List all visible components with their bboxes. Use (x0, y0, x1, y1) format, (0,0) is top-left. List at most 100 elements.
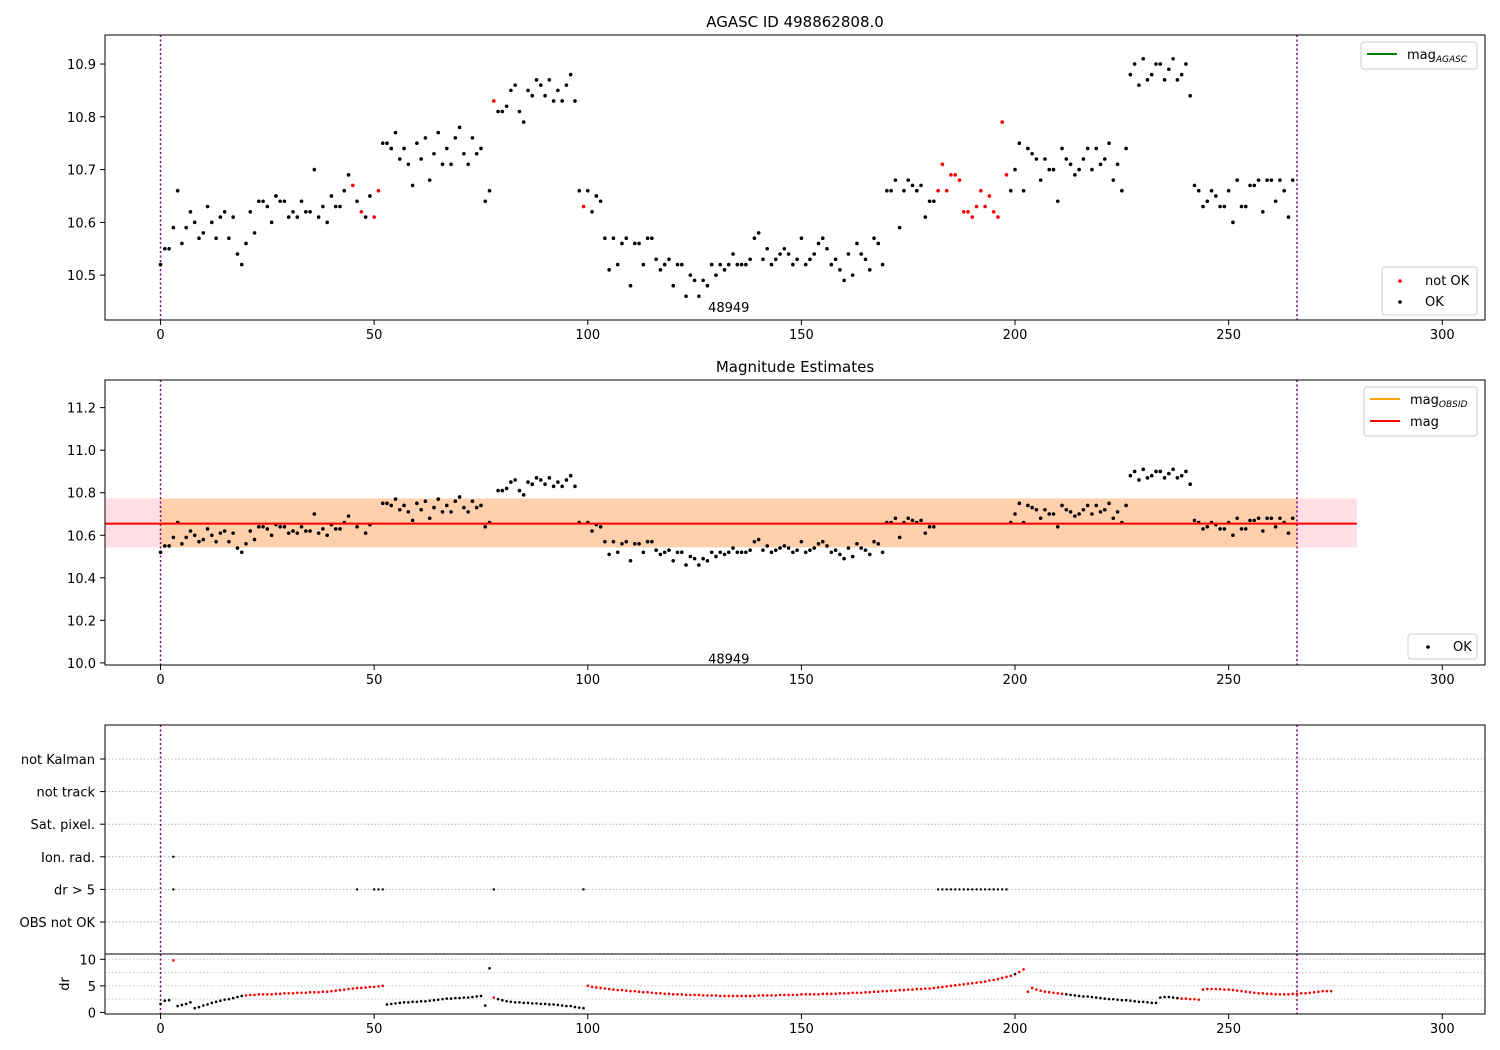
ok-point (517, 109, 522, 114)
dr-flagged-point (1210, 987, 1213, 991)
ok-point (299, 199, 304, 204)
ok-point (1154, 469, 1158, 474)
ok-point (530, 482, 535, 487)
dr-flagged-point (364, 986, 367, 989)
dr-flagged-point (872, 990, 876, 993)
magnitude-panel-marks (105, 380, 1357, 665)
dr-flagged-point (1227, 988, 1230, 991)
ok-point (1051, 167, 1056, 172)
ok-point (1081, 157, 1086, 161)
dr-flagged-point (958, 983, 961, 987)
ok-point (538, 478, 543, 482)
ok-point (333, 527, 338, 531)
ok-point (436, 497, 441, 501)
dr-ok-point (1069, 993, 1072, 997)
dr-ok-point (518, 1001, 521, 1004)
ok-point (201, 231, 206, 235)
ok-point (872, 539, 876, 544)
ok-point (1060, 146, 1064, 151)
ok-point (1269, 178, 1274, 182)
dr-ok-point (582, 1006, 585, 1010)
dr-flagged-point (949, 984, 953, 988)
dr-ok-point (445, 997, 449, 1000)
ok-point (163, 544, 167, 548)
ok-point (423, 499, 428, 504)
dr-ok-point (1086, 995, 1089, 998)
ok-point (701, 278, 705, 283)
ok-point (227, 539, 231, 544)
y-tick-label: 10.7 (67, 164, 96, 179)
dr5-flag-point (954, 888, 957, 891)
ok-point (167, 544, 171, 548)
ok-point (158, 262, 163, 267)
dr-flagged-point (300, 991, 303, 995)
dr-flagged-point (642, 990, 645, 994)
ok-point (560, 99, 564, 103)
ok-point (1269, 516, 1274, 521)
dr-flagged-point (646, 990, 649, 994)
ok-point (1145, 476, 1150, 480)
ok-point (615, 262, 620, 267)
dr-flagged-point (834, 992, 837, 996)
ok-point (778, 546, 782, 550)
ok-point (504, 104, 509, 109)
ok-point (239, 262, 244, 267)
dr5-flag-point (962, 888, 965, 891)
ok-point (1175, 476, 1180, 480)
dr-flagged-point (261, 993, 265, 996)
not-ok-point (372, 215, 376, 219)
ok-point (679, 550, 684, 555)
ok-point (791, 262, 795, 267)
ok-point (419, 507, 423, 512)
ok-point (363, 215, 368, 219)
ok-point (773, 257, 778, 262)
ok-point (1243, 204, 1248, 209)
ok-point (1239, 204, 1244, 209)
ok-point (1128, 72, 1133, 77)
ok-point (838, 552, 842, 557)
ok-point (932, 199, 936, 204)
dr-ok-point (530, 1002, 534, 1005)
ok-point (526, 88, 530, 93)
agasc-panel-frame (104, 34, 1486, 321)
ok-point (932, 524, 936, 529)
dr-flagged-point (283, 991, 286, 995)
ok-point (799, 236, 804, 240)
ok-point (1196, 188, 1201, 193)
ok-point (1256, 516, 1261, 521)
ok-point (312, 512, 317, 516)
dr-ok-point (424, 999, 427, 1003)
x-tick-label: 0 (156, 673, 164, 688)
dr5-flag-point (941, 888, 944, 891)
dr-flagged-point (381, 984, 385, 988)
ok-point (218, 215, 223, 219)
dr-flagged-point (270, 993, 273, 996)
dr-flagged-point (654, 991, 658, 995)
ok-point (637, 241, 641, 246)
dr-flagged-point (817, 993, 820, 996)
dr-flagged-point (821, 992, 825, 996)
dr-ok-point (1116, 998, 1119, 1001)
dr-flagged-point (1184, 997, 1188, 1000)
dr-ok-point (565, 1004, 568, 1008)
ok-point (504, 486, 509, 491)
ok-point (923, 531, 928, 535)
ok-point (1248, 183, 1252, 188)
dr-flagged-point (761, 994, 765, 997)
ok-point (667, 548, 671, 552)
ok-point (1128, 473, 1133, 478)
ok-point (1017, 501, 1022, 506)
flag-row-label: Ion. rad. (41, 851, 95, 866)
ok-point (825, 246, 829, 251)
ok-point (1047, 167, 1052, 172)
dr-flagged-point (599, 986, 602, 990)
ok-point (325, 220, 329, 225)
dr-ok-point (394, 1002, 397, 1005)
ok-point (1231, 533, 1235, 538)
ok-point (547, 78, 552, 82)
dr-flagged-point (355, 986, 359, 990)
dr-flagged-point (1197, 998, 1201, 1001)
dr-flagged-point (1308, 991, 1312, 995)
ok-point (1137, 478, 1141, 482)
dr-flagged-point (979, 980, 983, 984)
